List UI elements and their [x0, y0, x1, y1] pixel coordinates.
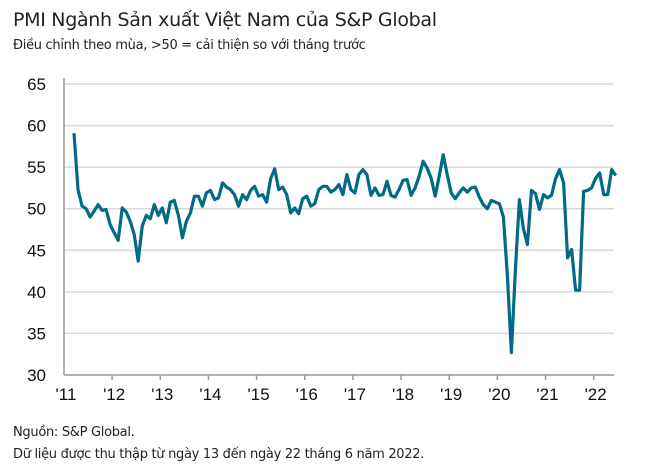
x-tick-label: '11	[56, 385, 77, 404]
y-tick-label: 55	[27, 158, 46, 177]
x-tick-label: '15	[248, 385, 270, 404]
x-tick-label: '19	[440, 385, 462, 404]
y-tick-label: 40	[27, 283, 46, 302]
y-tick-label: 50	[27, 200, 46, 219]
y-tick-label: 45	[27, 241, 46, 260]
x-tick-label: '20	[488, 385, 510, 404]
y-tick-label: 30	[27, 366, 46, 385]
x-tick-label: '17	[344, 385, 366, 404]
x-tick-label: '12	[103, 385, 125, 404]
x-tick-label: '21	[536, 385, 558, 404]
y-tick-label: 35	[27, 324, 46, 343]
chart-subtitle: Điều chỉnh theo mùa, >50 = cải thiện so …	[13, 38, 366, 53]
y-tick-label: 60	[27, 117, 46, 136]
y-tick-label: 65	[27, 75, 46, 94]
pmi-series-line	[72, 132, 618, 355]
x-tick-label: '22	[585, 385, 607, 404]
chart-title: PMI Ngành Sản xuất Việt Nam của S&P Glob…	[13, 9, 437, 31]
x-tick-label: '14	[199, 385, 221, 404]
collection-note: Dữ liệu được thu thập từ ngày 13 đến ngà…	[13, 447, 425, 462]
x-tick-label: '18	[392, 385, 414, 404]
source-note: Nguồn: S&P Global.	[13, 425, 135, 440]
x-tick-label: '13	[151, 385, 173, 404]
x-tick-label: '16	[296, 385, 318, 404]
